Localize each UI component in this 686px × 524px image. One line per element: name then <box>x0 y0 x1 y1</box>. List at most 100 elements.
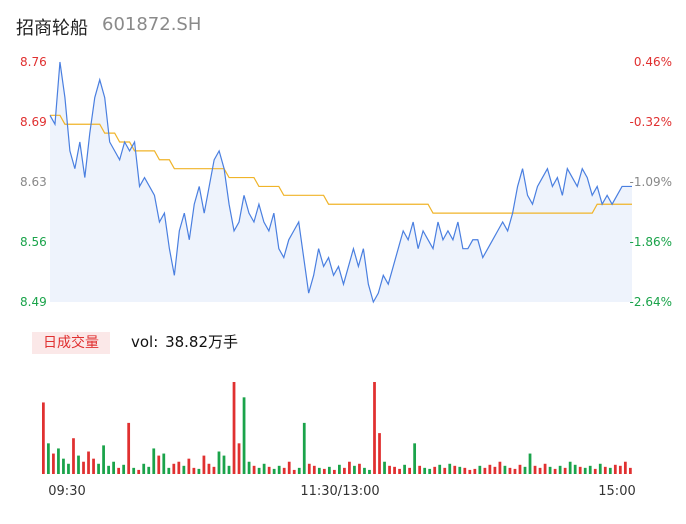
volume-bar <box>77 455 80 474</box>
volume-bar <box>322 468 326 474</box>
volume-bar <box>117 467 121 474</box>
volume-label: vol: <box>131 333 159 351</box>
volume-bar <box>112 461 115 474</box>
volume-bar <box>267 466 271 474</box>
volume-bar <box>388 465 391 474</box>
time-tick-label: 11:30/13:00 <box>300 484 379 499</box>
daily-volume-badge: 日成交量 <box>32 332 110 354</box>
volume-bar <box>297 467 301 474</box>
volume-bar <box>458 466 462 474</box>
volume-bar <box>52 453 55 474</box>
price-area <box>50 62 632 302</box>
volume-bar <box>167 467 171 474</box>
volume-bar <box>423 467 427 474</box>
volume-bar <box>262 463 266 474</box>
volume-bar <box>92 458 95 474</box>
volume-bar <box>287 461 291 474</box>
volume-bar <box>543 463 547 474</box>
volume-bar <box>338 464 341 474</box>
volume-readout: vol: 38.82万手 <box>129 331 238 352</box>
price-tick-label: 8.56 <box>20 235 47 249</box>
volume-bar <box>177 461 181 474</box>
volume-bar <box>332 469 336 474</box>
volume-bar <box>187 458 191 474</box>
volume-bar <box>302 422 306 474</box>
volume-bar <box>172 463 176 474</box>
volume-bar <box>348 461 351 474</box>
volume-bar <box>468 469 472 474</box>
volume-bar <box>142 463 146 474</box>
volume-bar <box>353 465 356 474</box>
volume-bar <box>157 455 161 474</box>
price-tick-label: 8.69 <box>20 115 47 129</box>
volume-bar <box>212 466 216 474</box>
volume-bar <box>473 468 477 474</box>
volume-bar <box>518 464 522 474</box>
volume-bar <box>343 467 346 474</box>
volume-bar <box>152 448 156 474</box>
stock-code: 601872.SH <box>102 14 202 35</box>
volume-bar <box>398 468 401 474</box>
volume-bar <box>107 465 110 474</box>
volume-bar <box>127 422 131 474</box>
volume-bar <box>573 464 577 474</box>
pct-tick-layer: 0.46% -0.32% -1.09% -1.86% -2.64% <box>630 55 672 309</box>
volume-bar <box>628 467 632 474</box>
pct-tick-label: -1.86% <box>630 235 672 249</box>
volume-bar <box>97 463 100 474</box>
volume-bar <box>47 443 50 474</box>
volume-bar <box>483 467 487 474</box>
volume-bar <box>433 466 437 474</box>
volume-bar <box>408 467 411 474</box>
volume-bar <box>292 469 296 474</box>
volume-bar <box>282 467 286 474</box>
volume-bar <box>57 448 60 474</box>
volume-bar <box>217 451 221 474</box>
time-tick-label: 15:00 <box>598 484 635 499</box>
volume-bar <box>252 465 256 474</box>
volume-bar <box>413 443 417 474</box>
price-tick-layer: 8.76 8.69 8.63 8.56 8.49 <box>20 55 47 309</box>
volume-bar <box>192 467 196 474</box>
volume-bar <box>272 468 276 474</box>
pct-tick-label: -1.09% <box>630 175 672 189</box>
volume-bar <box>242 397 246 474</box>
price-tick-label: 8.49 <box>20 295 47 309</box>
volume-bar <box>147 466 151 474</box>
volume-bar <box>327 466 331 474</box>
volume-bar <box>257 467 261 474</box>
volume-bar <box>493 466 497 474</box>
volume-bar <box>42 402 45 474</box>
volume-bar <box>82 461 85 474</box>
volume-bar <box>553 468 557 474</box>
volume-bar <box>608 467 612 474</box>
volume-bar <box>307 463 311 474</box>
volume-bar <box>62 458 65 474</box>
pct-tick-label: -2.64% <box>630 295 672 309</box>
volume-bar <box>463 467 467 474</box>
volume-bar <box>363 467 366 474</box>
volume-bar <box>122 464 126 474</box>
volume-bar <box>603 466 607 474</box>
volume-bar <box>378 433 381 474</box>
volume-bar <box>528 453 532 474</box>
price-line <box>49 61 632 304</box>
volume-bar <box>448 463 452 474</box>
volume-bar <box>312 465 316 474</box>
volume-bar <box>488 464 492 474</box>
volume-bar <box>623 461 627 474</box>
volume-bar <box>72 438 75 474</box>
price-line-layer <box>49 61 632 304</box>
volume-bar <box>618 465 622 474</box>
pct-tick-label: 0.46% <box>634 55 672 69</box>
volume-bar <box>247 461 251 474</box>
volume-bar <box>548 466 552 474</box>
volume-bar <box>182 465 186 474</box>
volume-bar <box>443 467 447 474</box>
volume-bar <box>207 463 211 474</box>
x-tick-layer: 09:30 11:30/13:00 15:00 <box>48 484 635 499</box>
volume-bar <box>558 465 562 474</box>
volume-value: 38.82万手 <box>165 333 239 351</box>
price-tick-label: 8.76 <box>20 55 47 69</box>
volume-bar <box>568 461 572 474</box>
